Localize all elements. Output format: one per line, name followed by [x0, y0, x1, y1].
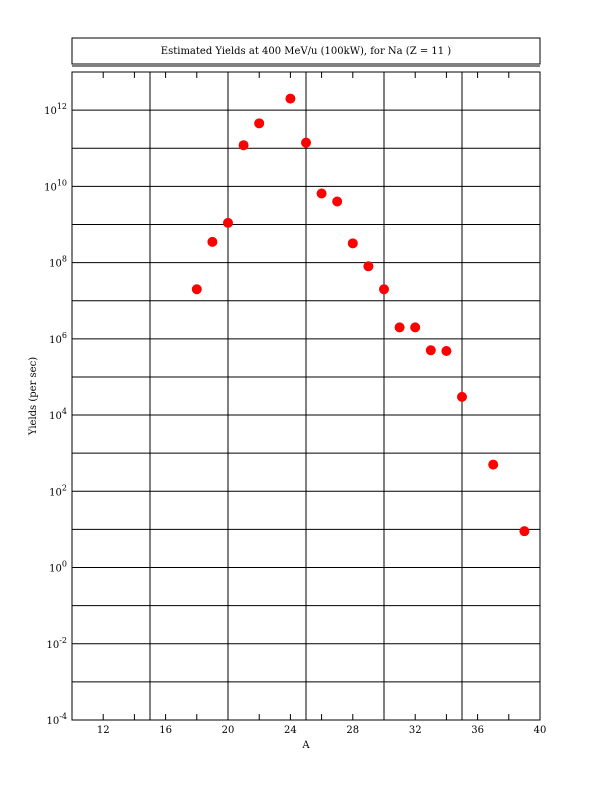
- data-point: [425, 345, 436, 356]
- data-point: [347, 238, 358, 249]
- title-box: [71, 37, 541, 65]
- y-tick-label: 10-4: [46, 712, 67, 727]
- data-point: [457, 391, 467, 402]
- data-point: [207, 236, 218, 247]
- data-point: [488, 459, 499, 470]
- x-axis-ticks: 12 16 20 24 28 32 36 40: [97, 72, 547, 736]
- y-tick-label: 108: [49, 255, 67, 270]
- x-tick-label: 36: [471, 725, 484, 736]
- y-tick-label: 100: [49, 560, 67, 575]
- x-tick-label: 20: [222, 725, 235, 736]
- y-tick-label: 106: [49, 331, 67, 346]
- data-point: [332, 196, 343, 207]
- y-tick-label: 1010: [44, 178, 67, 193]
- grid-lines: [72, 65, 540, 720]
- x-tick-label: 40: [534, 725, 547, 736]
- y-tick-label: 104: [49, 407, 67, 422]
- data-point: [363, 261, 374, 272]
- y-tick-label: 1012: [44, 102, 67, 117]
- y-axis-label: Yields (per sec): [28, 357, 39, 436]
- y-axis-ticks: 10-4 10-2 100 102 104 106 108 1010 1012: [44, 102, 67, 727]
- x-tick-label: 16: [159, 725, 172, 736]
- data-point: [285, 93, 296, 104]
- data-point: [191, 284, 202, 295]
- data-point: [394, 322, 405, 333]
- x-tick-label: 28: [346, 725, 359, 736]
- data-point: [410, 322, 421, 333]
- data-point: [254, 118, 265, 129]
- data-point: [519, 526, 530, 537]
- x-tick-label: 32: [409, 725, 422, 736]
- data-point: [441, 345, 452, 356]
- x-tick-label: 24: [284, 725, 297, 736]
- chart-title: Estimated Yields at 400 MeV/u (100kW), f…: [161, 46, 451, 57]
- data-point: [223, 217, 233, 228]
- data-point: [238, 140, 249, 151]
- data-point: [316, 188, 327, 199]
- x-tick-label: 12: [97, 725, 110, 736]
- data-point: [301, 137, 311, 148]
- y-tick-label: 10-2: [46, 636, 67, 651]
- data-point: [379, 284, 389, 295]
- data-points: [191, 93, 530, 537]
- x-axis-label: A: [301, 740, 310, 751]
- y-tick-label: 102: [49, 483, 67, 498]
